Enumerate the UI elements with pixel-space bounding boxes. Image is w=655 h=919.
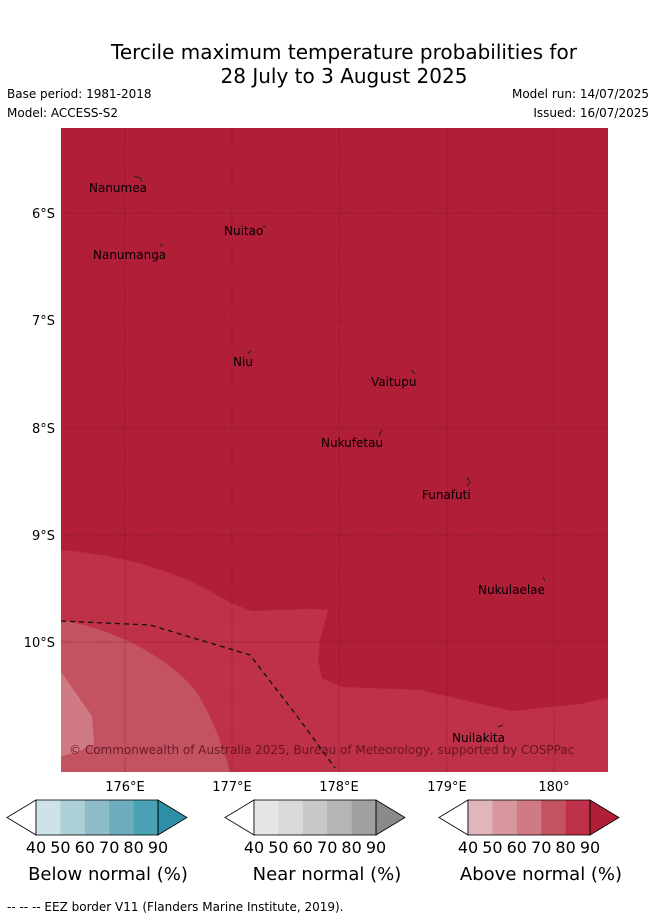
copyright-notice: © Commonwealth of Australia 2025, Bureau… <box>69 743 574 757</box>
eez-border <box>61 620 336 769</box>
colorbar-above-tick: 60 <box>507 838 527 857</box>
colorbar-above-outline <box>467 799 591 836</box>
place-label: Funafuti <box>422 488 471 502</box>
colorbar-above-tick: 50 <box>482 838 502 857</box>
colorbar-near-tick: 50 <box>268 838 288 857</box>
lon-label: 180° <box>538 780 569 795</box>
model-name: Model: ACCESS-S2 <box>7 106 119 120</box>
colorbar-below-tick: 90 <box>148 838 168 857</box>
colorbar-group: 40 50 60 70 80 90 40 50 60 70 80 90 40 50 60 70 80 90 <box>6 799 620 857</box>
colorbar-near-swatch <box>302 800 328 835</box>
island-outlines <box>133 175 546 728</box>
region-above-60 <box>61 672 94 756</box>
lat-label: 9°S <box>32 529 55 544</box>
model-run: Model run: 14/07/2025 <box>511 87 649 101</box>
place-label: Nanumanga <box>93 248 166 262</box>
place-label: Vaitupu <box>371 375 417 389</box>
colorbar-below-swatch <box>84 800 110 835</box>
colorbar-near-swatch <box>351 800 377 835</box>
colorbar-above-min-extend <box>438 799 469 836</box>
colorbar-below-min-extend <box>6 799 37 836</box>
colorbar-above-swatch <box>468 800 493 835</box>
title-line-1: Tercile maximum temperature probabilitie… <box>111 40 577 64</box>
colorbar-below-tick: 80 <box>123 838 143 857</box>
colorbar-above-tick: 70 <box>531 838 551 857</box>
colorbar-label-above: Above normal (%) <box>459 864 623 885</box>
lat-label: 8°S <box>32 422 55 437</box>
colorbar-near-swatch <box>278 800 304 835</box>
issued-date: Issued: 16/07/2025 <box>533 106 649 120</box>
eez-footer-note: -- -- -- EEZ border V11 (Flanders Marine… <box>7 900 344 914</box>
colorbar-above-swatch <box>541 800 566 835</box>
place-label: Nanumea <box>89 181 147 195</box>
map-title: Tercile maximum temperature probabilitie… <box>0 40 655 88</box>
lon-label: 176°E <box>105 780 145 795</box>
colorbar-below-tick: 70 <box>99 838 119 857</box>
colorbar-below-max-extend <box>157 799 188 836</box>
map-field: Nanumea Nuitao Nanumanga Niu Vaitupu Nuk… <box>61 128 608 772</box>
colorbar-near-swatch <box>254 800 279 835</box>
base-period: Base period: 1981-2018 <box>7 87 152 101</box>
colorbar-below-swatch <box>36 800 61 835</box>
colorbar-near-tick: 70 <box>317 838 337 857</box>
colorbar-near-min-extend <box>224 799 255 836</box>
colorbar-below-tick: 60 <box>75 838 95 857</box>
lon-label: 177°E <box>212 780 252 795</box>
colorbar-below-swatch <box>133 800 159 835</box>
colorbar-above-swatch <box>516 800 542 835</box>
colorbar-below-tick: 40 <box>26 838 46 857</box>
lon-label: 179°E <box>427 780 467 795</box>
colorbar-below-outline <box>35 799 159 836</box>
latitude-labels: 6°S 7°S 8°S 9°S 10°S <box>24 207 55 651</box>
longitude-labels: 176°E 177°E 178°E 179°E 180° <box>105 780 569 795</box>
colorbar-near-tick: 80 <box>341 838 361 857</box>
colorbar-near-swatch <box>327 800 352 835</box>
colorbar-near-max-extend <box>375 799 406 836</box>
colorbar-below-swatch <box>60 800 86 835</box>
colorbar-near-tick: 60 <box>293 838 313 857</box>
colorbar-near-tick: 90 <box>366 838 386 857</box>
lat-label: 10°S <box>24 636 55 651</box>
lat-label: 6°S <box>32 207 55 222</box>
place-label: Nukufetau <box>321 436 383 450</box>
colorbar-below-swatch <box>109 800 134 835</box>
region-above-70 <box>61 620 230 772</box>
graticule <box>61 128 608 772</box>
place-label: Nukulaelae <box>478 583 545 597</box>
colorbar-above-swatch <box>492 800 518 835</box>
title-line-2: 28 July to 3 August 2025 <box>220 64 468 88</box>
colorbar-label-below: Below normal (%) <box>28 864 188 885</box>
place-label: Nuilakita <box>452 731 505 745</box>
lon-label: 178°E <box>319 780 359 795</box>
colorbar-above-tick: 90 <box>580 838 600 857</box>
place-label: Niu <box>233 355 253 369</box>
place-label: Nuitao <box>224 224 263 238</box>
colorbar-below-tick: 50 <box>50 838 70 857</box>
colorbar-near-tick: 40 <box>244 838 264 857</box>
colorbar-near-outline <box>253 799 377 836</box>
lat-label: 7°S <box>32 314 55 329</box>
colorbar-above-tick: 40 <box>458 838 478 857</box>
colorbar-above-max-extend <box>589 799 620 836</box>
colorbar-label-near: Near normal (%) <box>252 864 402 885</box>
colorbar-above-swatch <box>565 800 591 835</box>
colorbar-above-tick: 80 <box>555 838 575 857</box>
